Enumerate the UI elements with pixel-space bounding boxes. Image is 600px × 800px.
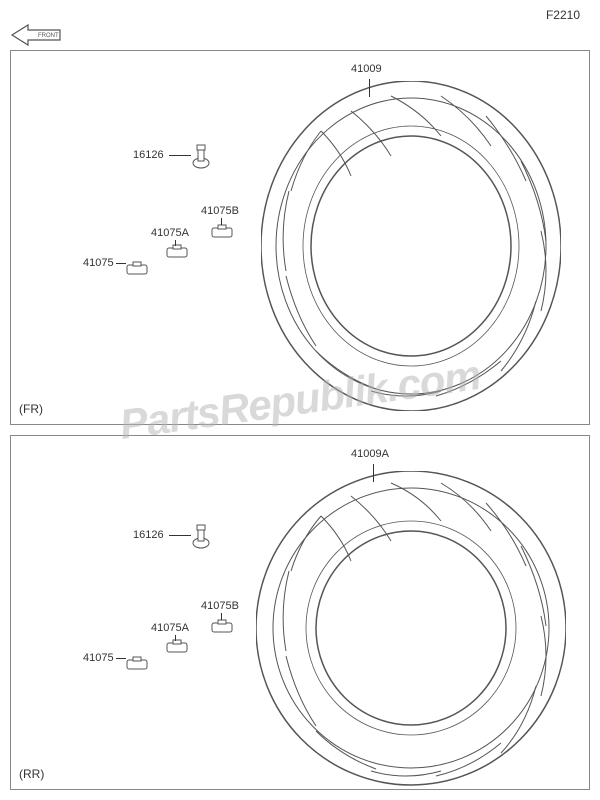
label-16126-fr: 16126 <box>133 149 164 161</box>
leader-41009 <box>369 79 370 97</box>
label-41075b-fr: 41075B <box>201 205 239 217</box>
front-arrow-icon: FRONT <box>10 20 70 50</box>
label-41009: 41009 <box>351 63 382 75</box>
weight-41075b-fr <box>211 224 233 238</box>
leader-41075-rr <box>116 658 126 659</box>
leader-41075-fr <box>116 263 126 264</box>
diagram-code: F2210 <box>546 8 580 22</box>
label-41075a-fr: 41075A <box>151 227 189 239</box>
front-tire-drawing <box>261 81 561 411</box>
leader-41075a-fr <box>175 240 176 246</box>
weight-41075-fr <box>126 261 148 275</box>
leader-41075b-rr <box>221 613 222 620</box>
leader-41009a <box>373 464 374 482</box>
valve-front-icon <box>191 141 211 171</box>
front-arrow-text: FRONT <box>38 33 59 39</box>
rear-tire-drawing <box>256 471 566 786</box>
label-41075-fr: 41075 <box>83 257 114 269</box>
leader-16126-rr <box>169 535 191 536</box>
weight-41075a-rr <box>166 639 188 653</box>
label-41075b-rr: 41075B <box>201 600 239 612</box>
diagram-container: F2210 FRONT PartsRepublik.com <box>0 0 600 800</box>
valve-rear-icon <box>191 521 211 551</box>
panel-front: 41009 16126 41075 41075A 41075B (FR) <box>10 50 590 425</box>
section-label-fr: (FR) <box>19 402 43 416</box>
leader-16126-fr <box>169 155 191 156</box>
leader-41075b-fr <box>221 218 222 225</box>
weight-41075-rr <box>126 656 148 670</box>
leader-41075a-rr <box>175 635 176 641</box>
section-label-rr: (RR) <box>19 767 44 781</box>
weight-41075a-fr <box>166 244 188 258</box>
label-16126-rr: 16126 <box>133 529 164 541</box>
label-41009a: 41009A <box>351 448 389 460</box>
label-41075a-rr: 41075A <box>151 622 189 634</box>
panel-rear: 41009A 16126 41075 41075A 41075B (RR) <box>10 435 590 790</box>
label-41075-rr: 41075 <box>83 652 114 664</box>
weight-41075b-rr <box>211 619 233 633</box>
